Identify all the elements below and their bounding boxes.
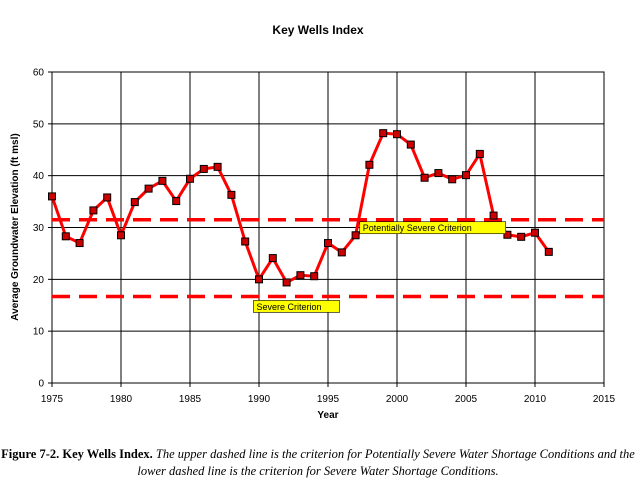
- data-point: [158, 176, 167, 185]
- data-point: [406, 140, 415, 149]
- data-point: [489, 211, 498, 220]
- data-point: [241, 237, 250, 246]
- chart-svg: Key Wells Index 0 10 20 30 40 50 60 1975 1980 198…: [10, 23, 616, 421]
- reference-label-box: [253, 300, 340, 313]
- figure-caption-label: Figure 7-2. Key Wells Index.: [1, 447, 153, 461]
- reference-lines: [52, 217, 604, 299]
- data-point: [172, 197, 181, 206]
- tick-labels: 0 10 20 30 40 50 60 1975 1980 1985 1990 1995 2000 200…: [33, 68, 616, 406]
- x-tick-label: 2000: [386, 394, 409, 405]
- x-tick-label: 1980: [110, 394, 133, 405]
- data-point: [199, 164, 208, 173]
- x-tick-label: 1995: [317, 394, 340, 405]
- reference-label-text: Potentially Severe Criterion: [363, 223, 472, 233]
- data-point: [227, 190, 236, 199]
- y-axis-label: Average Groundwater Elevation (ft msl): [10, 133, 21, 320]
- data-point: [393, 130, 401, 139]
- data-point: [503, 230, 512, 239]
- x-tick-label: 2015: [593, 394, 616, 405]
- grid-layer: [52, 72, 604, 383]
- data-point: [117, 231, 125, 240]
- data-point: [61, 232, 70, 241]
- data-point: [103, 193, 112, 202]
- y-tick-label: 40: [33, 171, 45, 182]
- x-tick-label: 2005: [455, 394, 478, 405]
- data-point: [48, 192, 56, 201]
- chart-title: Key Wells Index: [272, 23, 363, 37]
- y-tick-label: 20: [33, 275, 45, 286]
- series-line: [50, 131, 551, 284]
- data-point: [420, 173, 429, 182]
- data-point: [531, 228, 539, 237]
- data-point: [544, 247, 553, 256]
- reference-label: Potentially Severe Criterion: [359, 221, 507, 235]
- data-point: [282, 278, 291, 287]
- data-point: [517, 232, 526, 241]
- reference-label-box: [359, 221, 507, 235]
- data-point: [462, 171, 470, 180]
- data-point: [186, 174, 194, 183]
- x-tick-label: 2010: [524, 394, 547, 405]
- y-tick-label: 0: [38, 379, 44, 390]
- chart: Key Wells Index 0 10 20 30 40 50 60 1975 1980 198…: [10, 23, 616, 421]
- data-point: [144, 184, 153, 193]
- data-point: [365, 160, 374, 169]
- data-point: [324, 239, 332, 248]
- x-tick-label: 1990: [248, 394, 271, 405]
- data-point: [475, 149, 484, 158]
- data-point: [75, 239, 84, 248]
- y-tick-label: 50: [33, 119, 45, 130]
- data-point: [379, 129, 388, 138]
- series-layer: [48, 129, 553, 287]
- data-point: [268, 254, 277, 263]
- data-point: [255, 275, 263, 284]
- reference-label-text: Severe Criterion: [256, 302, 321, 312]
- figure-caption: Figure 7-2. Key Wells Index. The upper d…: [0, 446, 636, 480]
- data-point: [89, 206, 98, 215]
- y-tick-label: 10: [33, 327, 45, 338]
- y-tick-label: 60: [33, 68, 45, 79]
- figure-caption-text: The upper dashed line is the criterion f…: [137, 447, 635, 478]
- x-axis-label: Year: [317, 410, 338, 421]
- data-point: [310, 272, 319, 281]
- data-point: [351, 231, 360, 240]
- data-point: [130, 198, 139, 207]
- data-point: [213, 162, 222, 171]
- data-point: [448, 175, 457, 184]
- y-tick-label: 30: [33, 223, 45, 234]
- reference-label: Severe Criterion: [253, 300, 340, 313]
- data-point: [434, 169, 443, 178]
- data-point: [337, 248, 346, 257]
- x-tick-label: 1985: [179, 394, 202, 405]
- x-tick-label: 1975: [41, 394, 64, 405]
- data-point: [296, 271, 305, 280]
